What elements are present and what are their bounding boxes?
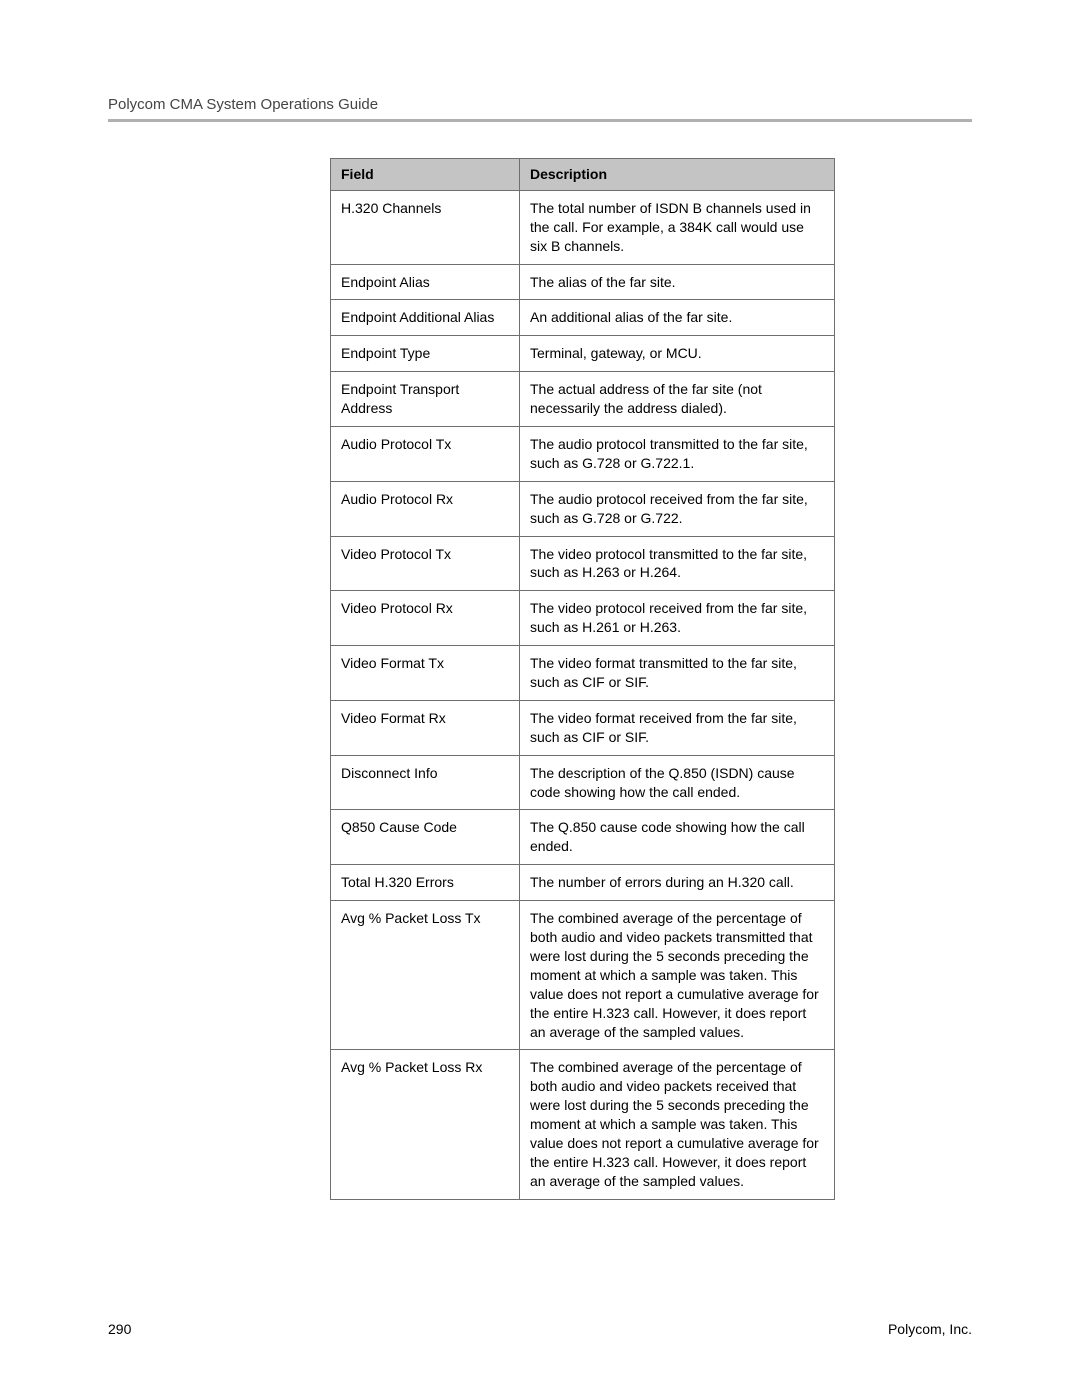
cell-description: The description of the Q.850 (ISDN) caus… (520, 755, 835, 810)
table-header-row: Field Description (331, 159, 835, 191)
table-row: Video Format Rx The video format receive… (331, 700, 835, 755)
header-rule (108, 119, 972, 122)
cell-description: Terminal, gateway, or MCU. (520, 336, 835, 372)
page-footer: 290 Polycom, Inc. (108, 1321, 972, 1337)
table-row: Avg % Packet Loss Rx The combined averag… (331, 1050, 835, 1199)
table-row: Avg % Packet Loss Tx The combined averag… (331, 901, 835, 1050)
document-page: Polycom CMA System Operations Guide Fiel… (0, 0, 1080, 1397)
cell-field: Endpoint Additional Alias (331, 300, 520, 336)
col-header-field: Field (331, 159, 520, 191)
cell-description: The number of errors during an H.320 cal… (520, 865, 835, 901)
cell-description: The combined average of the percentage o… (520, 1050, 835, 1199)
cell-description: An additional alias of the far site. (520, 300, 835, 336)
table-row: Video Protocol Tx The video protocol tra… (331, 536, 835, 591)
cell-field: Endpoint Transport Address (331, 372, 520, 427)
cell-description: The audio protocol received from the far… (520, 481, 835, 536)
cell-field: Video Format Tx (331, 646, 520, 701)
col-header-description: Description (520, 159, 835, 191)
cell-field: Disconnect Info (331, 755, 520, 810)
cell-field: Video Protocol Rx (331, 591, 520, 646)
table-row: Audio Protocol Tx The audio protocol tra… (331, 427, 835, 482)
table-row: Endpoint Type Terminal, gateway, or MCU. (331, 336, 835, 372)
table-row: H.320 Channels The total number of ISDN … (331, 190, 835, 264)
cell-field: Endpoint Alias (331, 264, 520, 300)
cell-description: The combined average of the percentage o… (520, 901, 835, 1050)
table-row: Video Protocol Rx The video protocol rec… (331, 591, 835, 646)
table-row: Disconnect Info The description of the Q… (331, 755, 835, 810)
table-row: Endpoint Alias The alias of the far site… (331, 264, 835, 300)
cell-field: Avg % Packet Loss Tx (331, 901, 520, 1050)
cell-field: Q850 Cause Code (331, 810, 520, 865)
page-number: 290 (108, 1321, 131, 1337)
cell-description: The video format received from the far s… (520, 700, 835, 755)
cell-description: The alias of the far site. (520, 264, 835, 300)
cell-description: The video format transmitted to the far … (520, 646, 835, 701)
cell-field: H.320 Channels (331, 190, 520, 264)
table-row: Video Format Tx The video format transmi… (331, 646, 835, 701)
cell-description: The video protocol transmitted to the fa… (520, 536, 835, 591)
cell-field: Endpoint Type (331, 336, 520, 372)
page-header-title: Polycom CMA System Operations Guide (108, 96, 972, 113)
table-row: Q850 Cause Code The Q.850 cause code sho… (331, 810, 835, 865)
cell-field: Audio Protocol Rx (331, 481, 520, 536)
cell-field: Video Protocol Tx (331, 536, 520, 591)
cell-description: The total number of ISDN B channels used… (520, 190, 835, 264)
table-row: Endpoint Transport Address The actual ad… (331, 372, 835, 427)
cell-field: Video Format Rx (331, 700, 520, 755)
cell-field: Total H.320 Errors (331, 865, 520, 901)
table-row: Endpoint Additional Alias An additional … (331, 300, 835, 336)
cell-description: The audio protocol transmitted to the fa… (520, 427, 835, 482)
cell-field: Audio Protocol Tx (331, 427, 520, 482)
cell-description: The Q.850 cause code showing how the cal… (520, 810, 835, 865)
company-name: Polycom, Inc. (888, 1321, 972, 1337)
field-description-table: Field Description H.320 Channels The tot… (330, 158, 835, 1200)
table-row: Audio Protocol Rx The audio protocol rec… (331, 481, 835, 536)
cell-description: The actual address of the far site (not … (520, 372, 835, 427)
table-row: Total H.320 Errors The number of errors … (331, 865, 835, 901)
cell-description: The video protocol received from the far… (520, 591, 835, 646)
cell-field: Avg % Packet Loss Rx (331, 1050, 520, 1199)
